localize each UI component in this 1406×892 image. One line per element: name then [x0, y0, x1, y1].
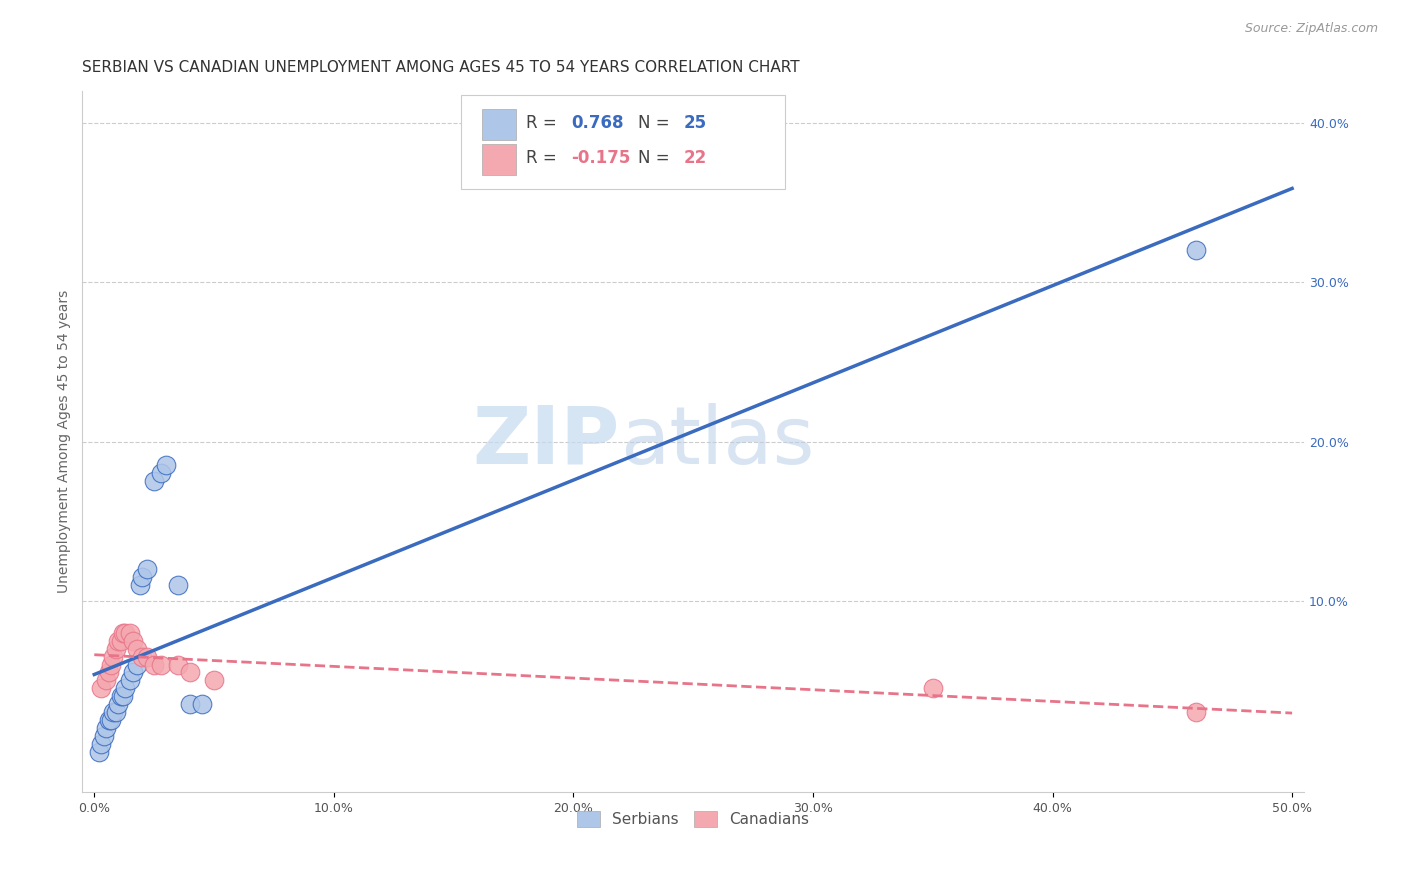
Point	[100, 657, 122, 672]
Point	[97, 713, 120, 727]
Point	[111, 690, 134, 704]
Point	[121, 633, 143, 648]
Point	[110, 690, 132, 704]
Point	[131, 649, 153, 664]
Point	[111, 625, 134, 640]
Point	[127, 641, 149, 656]
Point	[97, 665, 120, 680]
Point	[103, 706, 125, 720]
Point	[90, 681, 112, 696]
FancyBboxPatch shape	[482, 144, 516, 175]
Point	[150, 657, 173, 672]
Point	[150, 467, 173, 481]
Text: N =: N =	[638, 149, 675, 167]
Point	[121, 665, 143, 680]
Point	[120, 625, 142, 640]
Point	[127, 657, 149, 672]
Point	[100, 713, 122, 727]
Point	[155, 458, 177, 473]
Text: R =: R =	[526, 149, 562, 167]
Text: N =: N =	[638, 113, 675, 132]
Point	[114, 681, 136, 696]
Point	[107, 698, 129, 712]
Point	[131, 570, 153, 584]
Point	[110, 633, 132, 648]
Point	[120, 673, 142, 688]
Text: SERBIAN VS CANADIAN UNEMPLOYMENT AMONG AGES 45 TO 54 YEARS CORRELATION CHART: SERBIAN VS CANADIAN UNEMPLOYMENT AMONG A…	[83, 60, 800, 75]
Point	[103, 649, 125, 664]
Point	[128, 578, 150, 592]
Point	[104, 641, 127, 656]
Y-axis label: Unemployment Among Ages 45 to 54 years: Unemployment Among Ages 45 to 54 years	[58, 290, 72, 593]
Point	[136, 562, 159, 576]
Point	[107, 633, 129, 648]
Point	[90, 737, 112, 751]
Text: 22: 22	[683, 149, 707, 167]
Point	[191, 698, 214, 712]
Text: R =: R =	[526, 113, 562, 132]
Point	[921, 681, 943, 696]
Point	[179, 665, 201, 680]
Legend: Serbians, Canadians: Serbians, Canadians	[571, 805, 815, 833]
Point	[136, 649, 159, 664]
Point	[1185, 706, 1208, 720]
Point	[143, 657, 166, 672]
Point	[167, 657, 190, 672]
Point	[87, 745, 110, 759]
Point	[179, 698, 201, 712]
Point	[114, 625, 136, 640]
FancyBboxPatch shape	[461, 95, 785, 189]
FancyBboxPatch shape	[482, 109, 516, 140]
Point	[96, 721, 118, 735]
Text: 25: 25	[683, 113, 707, 132]
Point	[96, 673, 118, 688]
Point	[167, 578, 190, 592]
Point	[104, 706, 127, 720]
Point	[143, 475, 166, 489]
Text: -0.175: -0.175	[571, 149, 630, 167]
Point	[202, 673, 225, 688]
Text: ZIP: ZIP	[472, 402, 620, 481]
Text: Source: ZipAtlas.com: Source: ZipAtlas.com	[1244, 22, 1378, 36]
Text: 0.768: 0.768	[571, 113, 623, 132]
Point	[1185, 244, 1208, 258]
Point	[93, 729, 115, 743]
Text: atlas: atlas	[620, 402, 814, 481]
